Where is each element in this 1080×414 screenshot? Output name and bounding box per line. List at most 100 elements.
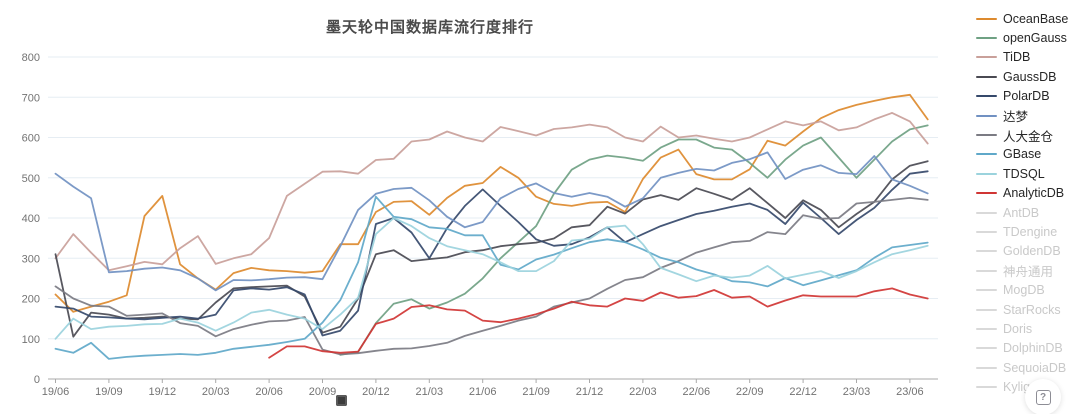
legend-item-DolphinDB[interactable]: DolphinDB xyxy=(976,339,1080,358)
x-axis-label: 19/09 xyxy=(95,386,123,398)
y-axis-label: 600 xyxy=(22,133,40,145)
x-axis-label: 21/09 xyxy=(522,386,550,398)
legend-item-Doris[interactable]: Doris xyxy=(976,319,1080,338)
legend-item-神舟通用[interactable]: 神舟通用 xyxy=(976,261,1080,280)
legend-label: 达梦 xyxy=(1003,110,1029,125)
x-axis-label: 20/12 xyxy=(362,386,390,398)
legend-item-GBase[interactable]: GBase xyxy=(976,145,1080,164)
legend-swatch-icon xyxy=(976,211,997,214)
legend-item-SequoiaDB[interactable]: SequoiaDB xyxy=(976,358,1080,377)
series-line-openGauss xyxy=(339,124,929,356)
legend-swatch-icon xyxy=(976,75,997,78)
legend-label: TDSQL xyxy=(1003,166,1045,181)
legend-label: AnalyticDB xyxy=(1003,186,1065,201)
legend-swatch-icon xyxy=(976,172,997,175)
x-axis-label: 19/12 xyxy=(149,386,177,398)
chart-title: 墨天轮中国数据库流行度排行 xyxy=(325,19,534,36)
legend-item-TDSQL[interactable]: TDSQL xyxy=(976,164,1080,183)
y-axis-label: 400 xyxy=(22,213,40,225)
legend-swatch-icon xyxy=(976,17,997,20)
legend-item-openGauss[interactable]: openGauss xyxy=(976,28,1080,47)
legend-item-GaussDB[interactable]: GaussDB xyxy=(976,67,1080,86)
x-axis-label: 20/09 xyxy=(309,386,337,398)
legend-label: TDengine xyxy=(1003,224,1058,239)
legend-swatch-icon xyxy=(976,250,997,253)
legend-label: 人大金仓 xyxy=(1003,129,1054,144)
y-axis-label: 100 xyxy=(22,334,40,346)
y-axis-label: 0 xyxy=(34,374,40,386)
legend-item-TiDB[interactable]: TiDB xyxy=(976,48,1080,67)
legend-swatch-icon xyxy=(976,327,997,330)
legend-swatch-icon xyxy=(976,230,997,233)
legend-label: TiDB xyxy=(1003,50,1031,65)
x-axis-label: 22/03 xyxy=(629,386,657,398)
legend-swatch-icon xyxy=(976,269,997,272)
legend-label: MogDB xyxy=(1003,283,1045,298)
line-chart: 0 100 200 300 400 500 600 700 800 19/06 19/09 19/12… xyxy=(22,52,938,398)
question-mark-icon: ? xyxy=(1035,389,1051,405)
legend-item-达梦[interactable]: 达梦 xyxy=(976,106,1080,125)
x-axis-label: 23/03 xyxy=(843,386,871,398)
x-axis-label: 21/06 xyxy=(469,386,497,398)
legend-swatch-icon xyxy=(976,347,997,350)
series-line-PolarDB xyxy=(54,170,929,337)
y-axis-label: 300 xyxy=(22,253,40,265)
legend: OceanBase openGauss TiDB GaussDB PolarDB 达梦人大… xyxy=(976,9,1080,397)
x-axis-label: 22/12 xyxy=(789,386,817,398)
legend-swatch-icon xyxy=(976,366,997,369)
x-axis-label: 21/03 xyxy=(416,386,444,398)
legend-label: OceanBase xyxy=(1003,11,1069,26)
legend-item-StarRocks[interactable]: StarRocks xyxy=(976,300,1080,319)
legend-item-AntDB[interactable]: AntDB xyxy=(976,203,1080,222)
legend-swatch-icon xyxy=(976,308,997,311)
legend-label: GoldenDB xyxy=(1003,244,1061,259)
legend-swatch-icon xyxy=(976,56,997,59)
series-line-达梦 xyxy=(54,151,929,292)
legend-label: GaussDB xyxy=(1003,69,1057,84)
legend-label: StarRocks xyxy=(1003,302,1061,317)
legend-item-AnalyticDB[interactable]: AnalyticDB xyxy=(976,184,1080,203)
legend-label: DolphinDB xyxy=(1003,341,1063,356)
x-axis-label: 21/12 xyxy=(576,386,604,398)
legend-swatch-icon xyxy=(976,37,997,40)
y-axis-label: 500 xyxy=(22,173,40,185)
series-line-TiDB xyxy=(54,112,929,272)
legend-label: Doris xyxy=(1003,321,1033,336)
legend-label: PolarDB xyxy=(1003,89,1050,104)
x-axis-label: 23/06 xyxy=(896,386,924,398)
legend-label: GBase xyxy=(1003,147,1042,162)
legend-label: AntDB xyxy=(1003,205,1040,220)
y-axis-label: 200 xyxy=(22,294,40,306)
legend-item-GoldenDB[interactable]: GoldenDB xyxy=(976,242,1080,261)
legend-label: 神舟通用 xyxy=(1003,265,1054,280)
x-axis-label: 19/06 xyxy=(42,386,70,398)
legend-swatch-icon xyxy=(976,192,997,195)
series-line-OceanBase xyxy=(54,93,929,313)
legend-swatch-icon xyxy=(976,95,997,98)
y-axis-label: 700 xyxy=(22,92,40,104)
series-line-人大金仓 xyxy=(54,197,929,356)
series-line-GaussDB xyxy=(54,160,929,338)
x-axis-label: 20/06 xyxy=(255,386,283,398)
legend-swatch-icon xyxy=(976,153,997,156)
legend-swatch-icon xyxy=(976,134,997,137)
legend-label: openGauss xyxy=(1003,31,1067,46)
legend-item-TDengine[interactable]: TDengine xyxy=(976,222,1080,241)
legend-item-OceanBase[interactable]: OceanBase xyxy=(976,9,1080,28)
legend-swatch-icon xyxy=(976,114,997,117)
legend-swatch-icon xyxy=(976,386,997,389)
legend-label: SequoiaDB xyxy=(1003,360,1067,375)
legend-swatch-icon xyxy=(976,289,997,292)
series-line-TDSQL xyxy=(54,217,929,340)
x-axis-label: 22/06 xyxy=(683,386,711,398)
legend-item-人大金仓[interactable]: 人大金仓 xyxy=(976,125,1080,144)
x-axis-label: 22/09 xyxy=(736,386,764,398)
y-axis-label: 800 xyxy=(22,52,40,64)
series-line-GBase xyxy=(54,195,929,360)
legend-item-MogDB[interactable]: MogDB xyxy=(976,280,1080,299)
bottom-marker-icon xyxy=(336,395,347,406)
legend-item-PolarDB[interactable]: PolarDB xyxy=(976,87,1080,106)
help-button[interactable]: ? xyxy=(1025,379,1061,414)
x-axis-label: 20/03 xyxy=(202,386,230,398)
